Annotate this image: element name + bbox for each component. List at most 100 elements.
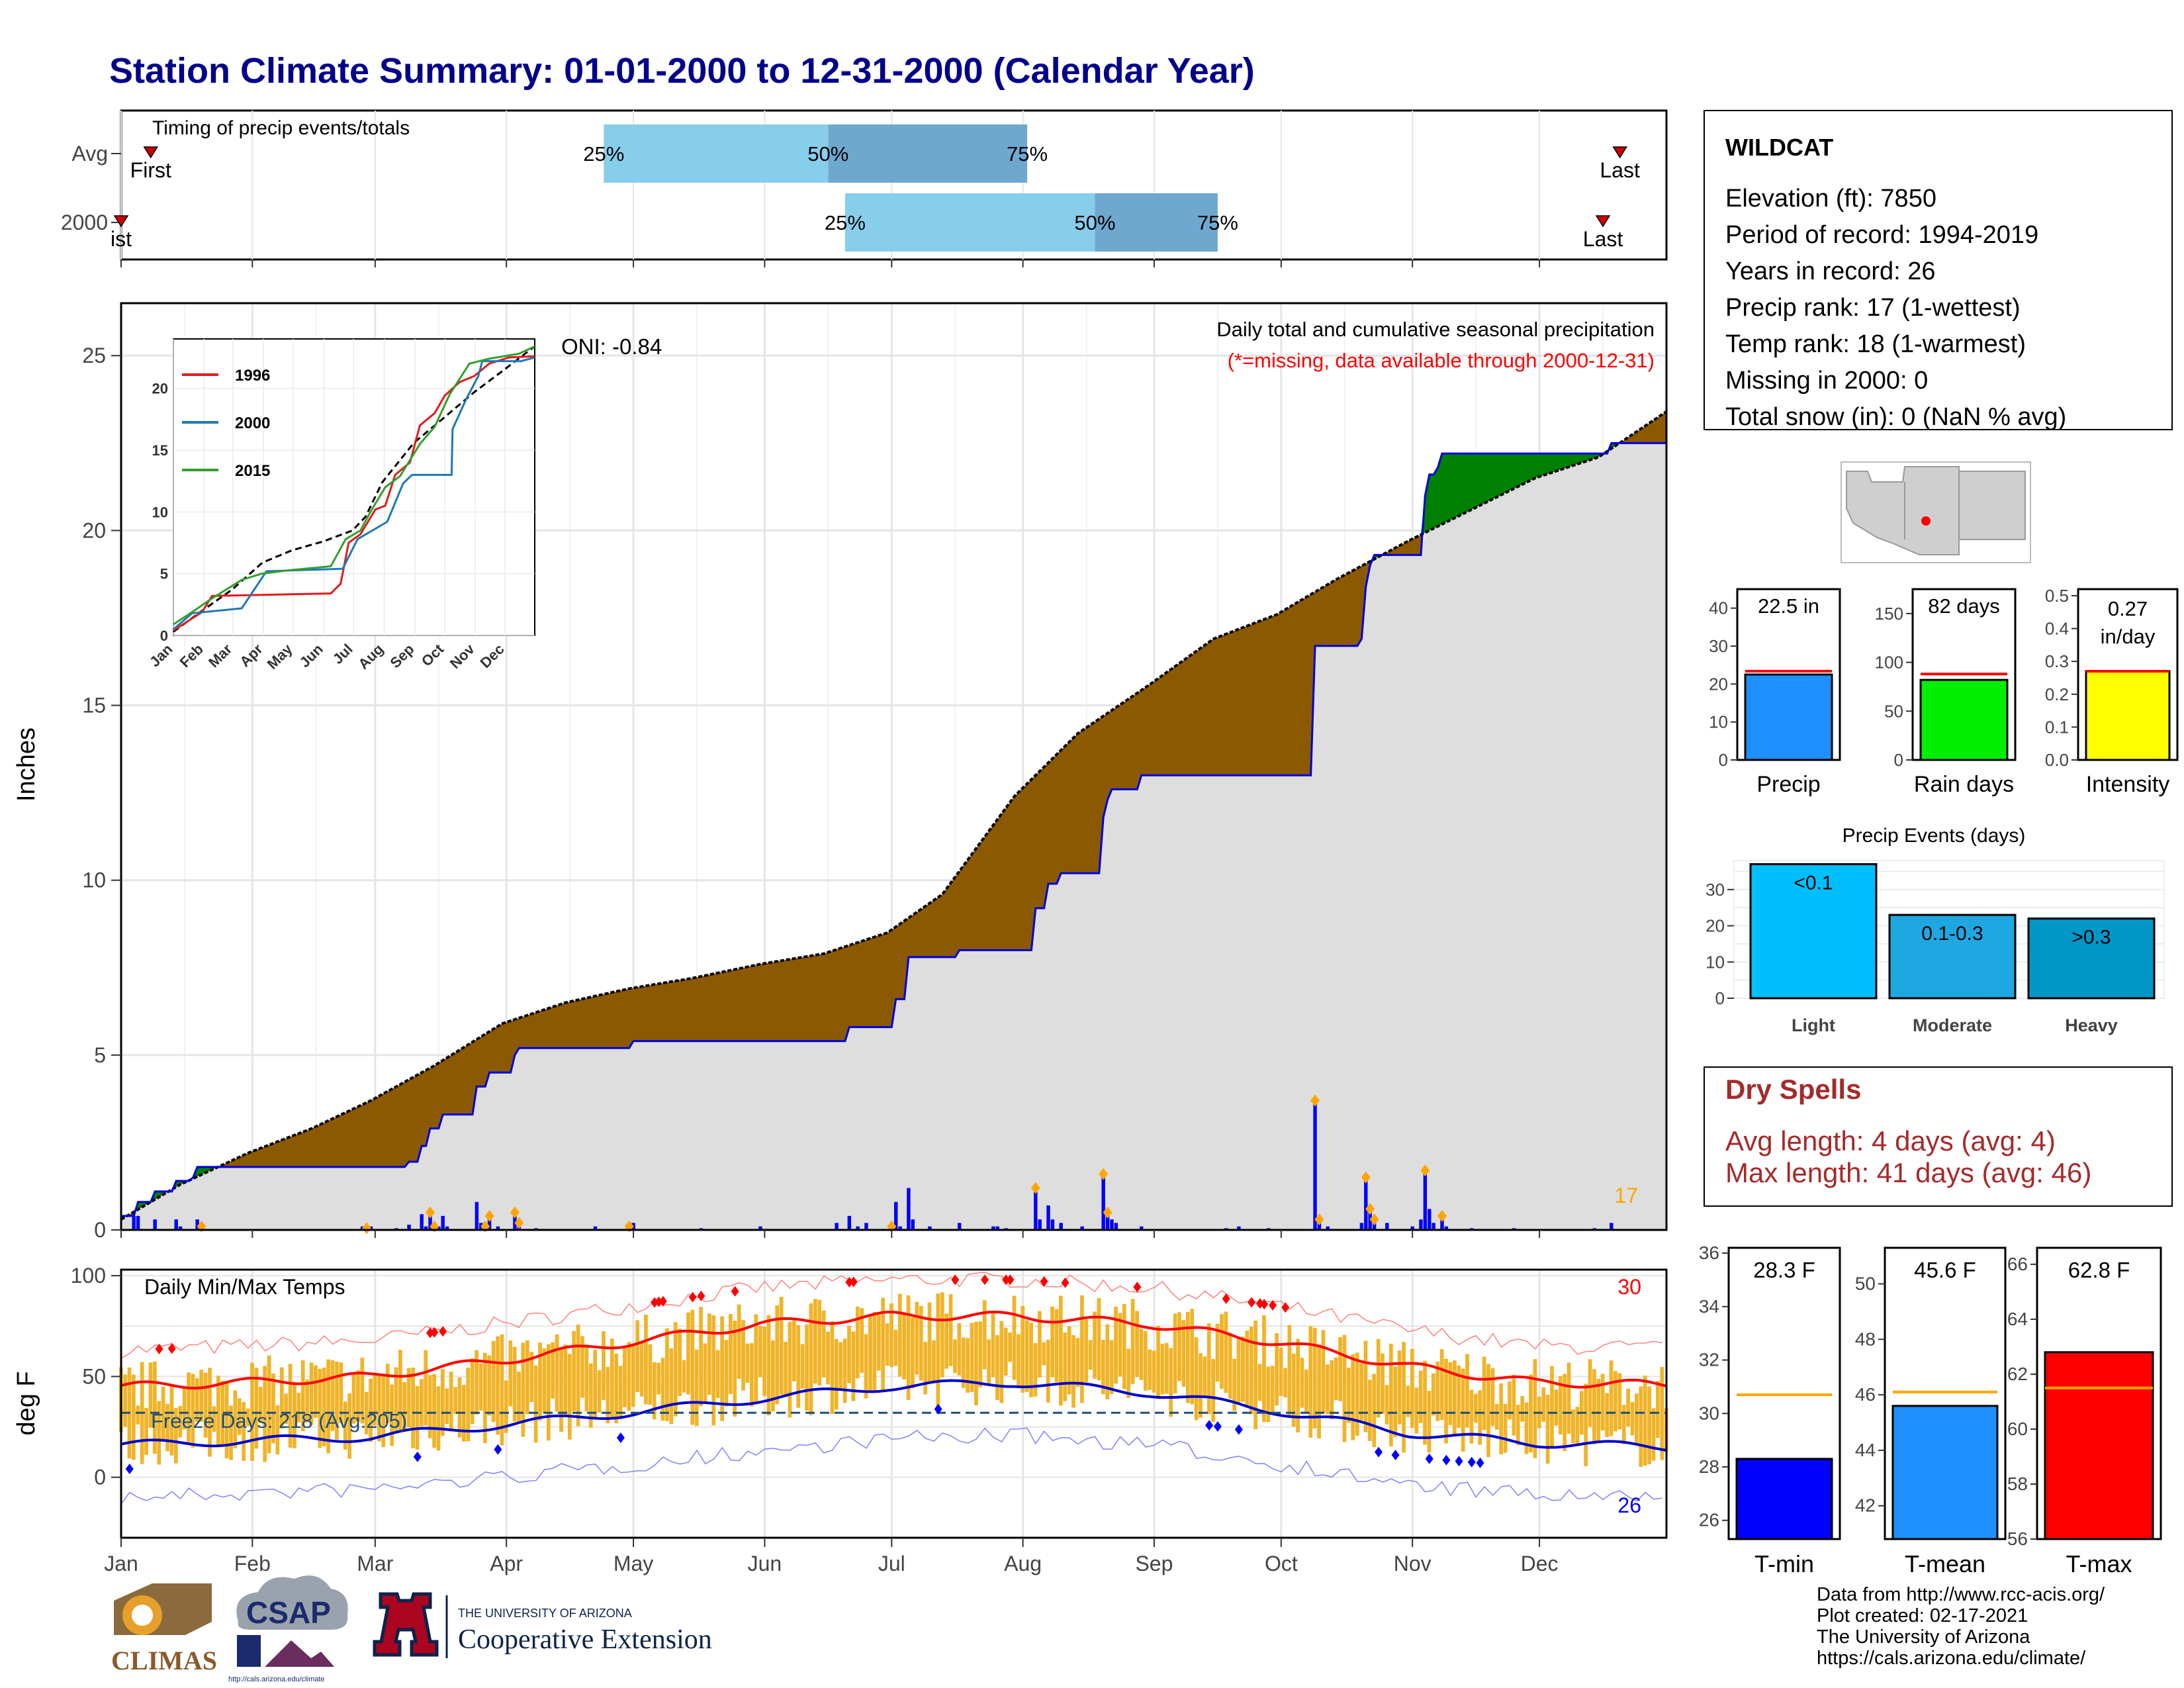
daily-temp-bar [1266,1366,1271,1423]
daily-temp-bar [1482,1356,1486,1430]
daily-temp-bar [1605,1393,1609,1438]
daily-precip-bar [132,1215,136,1230]
daily-temp-bar [559,1348,563,1432]
daily-temp-bar [500,1334,504,1446]
precip-rank-corner: 17 [1614,1184,1638,1207]
daily-temp-bar [296,1393,301,1423]
daily-precip-bar [1110,1219,1114,1230]
daily-temp-bar [1262,1315,1266,1423]
daily-temp-bar [335,1361,339,1440]
temp-bar-tick-label: 34 [1699,1296,1719,1317]
daily-temp-bar [715,1350,720,1398]
temp-bar-tick-label: 46 [1855,1384,1876,1405]
inset-y-tick-label: 0 [160,628,168,644]
daily-temp-bar [1626,1388,1630,1427]
mini-bar-tick-label: 150 [1875,604,1903,624]
daily-temp-bar [750,1342,754,1407]
mini-bar-tick-label: 0.3 [2045,651,2069,671]
temp-y-tick-label: 50 [82,1364,106,1388]
daily-temp-bar [533,1366,538,1443]
daily-precip-record-marker [1437,1209,1447,1222]
daily-temp-bar [792,1319,796,1382]
daily-temp-bar [639,1342,644,1397]
daily-precip-bar [1423,1170,1428,1230]
daily-temp-bar [860,1308,864,1373]
daily-precip-bar [898,1226,902,1230]
daily-temp-bar [263,1366,267,1462]
first-event-label: ist [111,227,132,251]
daily-temp-bar [1596,1378,1601,1444]
daily-temp-bar [851,1331,856,1401]
daily-temp-bar [842,1338,847,1403]
daily-temp-bar [855,1306,860,1379]
daily-precip-record-marker [426,1206,435,1219]
daily-temp-bar [940,1292,944,1378]
daily-temp-bar [415,1385,420,1450]
daily-precip-bar [496,1226,500,1230]
record-low-marker [1205,1420,1214,1431]
csap-logo: CSAP http://cals.arizona.edu/climate [228,1575,348,1683]
precip-y-tick-label: 5 [94,1043,106,1067]
daily-temp-bar [1042,1342,1046,1366]
daily-temp-bar [364,1391,369,1434]
daily-temp-bar [394,1367,398,1432]
daily-temp-bar [351,1373,356,1424]
daily-temp-bar [1465,1354,1469,1428]
daily-temp-bar [1334,1357,1338,1401]
events-bar-range-label: <0.1 [1794,872,1833,894]
timing-bar-50-75 [828,124,1028,183]
ua-small-text: THE UNIVERSITY OF ARIZONA [458,1607,632,1620]
record-low-marker [616,1432,625,1443]
daily-temp-bar [1609,1360,1614,1436]
daily-temp-bar [707,1313,711,1395]
record-low-marker [1442,1454,1451,1466]
daily-temp-bar [631,1345,635,1407]
daily-temp-bar [1279,1347,1283,1396]
daily-precip-bar [1440,1215,1444,1230]
dry-spells-title: Dry Spells [1725,1074,1861,1105]
daily-temp-bar [881,1297,886,1391]
daily-temp-bar [1029,1323,1033,1397]
daily-temp-bar [293,1382,296,1448]
station-name: WILDCAT [1725,134,1833,161]
daily-temp-bar [504,1380,508,1433]
first-event-marker [143,146,159,159]
daily-temp-bar [876,1313,881,1371]
daily-precip-bar [1419,1219,1423,1230]
daily-temp-bar [999,1321,1004,1403]
daily-temp-bar [1529,1374,1533,1453]
credit-line-4: https://cals.arizona.edu/climate/ [1817,1648,2086,1669]
record-high-marker [1222,1293,1230,1304]
daily-temp-bar [1651,1408,1656,1461]
daily-precip-bar [437,1226,441,1230]
daily-temp-bar [373,1374,377,1426]
precip-2000-line [121,442,1666,1217]
daily-temp-bar [326,1359,331,1454]
temp-bar-value-label: 62.8 F [2068,1258,2130,1282]
daily-temp-bar [1105,1324,1110,1400]
daily-temp-bar [1021,1305,1025,1393]
daily-temp-bar [1385,1385,1389,1425]
daily-temp-bar [775,1305,780,1405]
daily-temp-bar [212,1406,216,1432]
daily-precip-bar [428,1212,432,1230]
record-high-marker [439,1326,447,1337]
daily-precip-record-marker [1099,1168,1109,1180]
daily-temp-bar [1372,1374,1377,1448]
daily-precip-bar [1364,1177,1368,1230]
mini-bar-value-label: 0.27 [2108,597,2148,620]
daily-temp-bar [1647,1386,1651,1464]
daily-precip-bar [995,1226,999,1230]
daily-precip-bar [487,1215,492,1230]
inset-legend-label: 2000 [235,414,270,432]
daily-precip-bar [1140,1226,1144,1230]
daily-temp-bar [381,1375,386,1448]
daily-temp-bar [441,1368,445,1436]
daily-temp-bar [271,1374,275,1444]
daily-temp-bar [305,1380,310,1423]
station-location-dot [1921,516,1931,526]
daily-temp-bar [1249,1327,1253,1415]
daily-temp-bar [1033,1342,1038,1397]
record-high-marker [845,1276,854,1288]
daily-temp-bar [165,1403,169,1452]
